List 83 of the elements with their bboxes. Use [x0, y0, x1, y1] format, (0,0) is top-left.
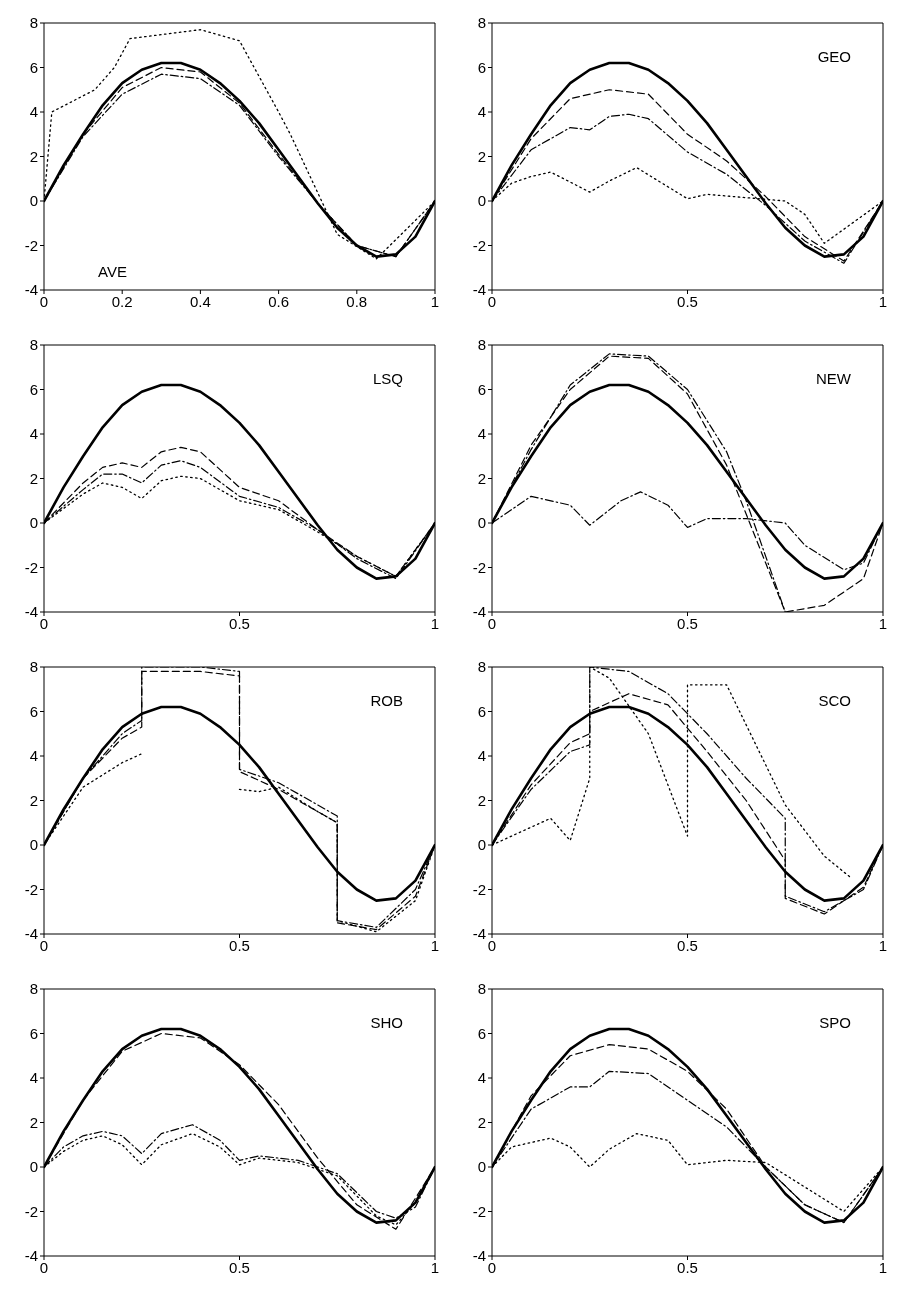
y-tick-label: -4 — [472, 1247, 486, 1265]
y-tick-label: 2 — [477, 1113, 486, 1131]
y-tick-label: -2 — [24, 558, 38, 576]
y-tick-label: 4 — [29, 425, 38, 443]
y-tick-label: 4 — [29, 1069, 38, 1087]
y-tick-label: 2 — [477, 791, 486, 809]
annotation: ROB — [370, 692, 403, 709]
annotation: SPO — [819, 1014, 851, 1031]
y-tick-label: 8 — [29, 14, 38, 32]
y-tick-label: 4 — [477, 747, 486, 765]
y-tick-label: 2 — [29, 147, 38, 165]
x-tick-label: 0.5 — [677, 614, 698, 632]
y-tick-label: 8 — [29, 336, 38, 354]
y-tick-label: 6 — [477, 1024, 486, 1042]
y-tick-label: -4 — [24, 925, 38, 943]
annotation: LSQ — [372, 370, 403, 387]
y-tick-label: -4 — [24, 1247, 38, 1265]
y-tick-label: -2 — [472, 880, 486, 898]
x-tick-label: 0.5 — [677, 292, 698, 310]
y-tick-label: 8 — [477, 658, 486, 676]
y-tick-label: 2 — [29, 469, 38, 487]
x-tick-label: 1 — [878, 292, 888, 310]
y-tick-label: 6 — [477, 380, 486, 398]
annotation: SCO — [818, 692, 851, 709]
y-tick-label: 0 — [29, 192, 38, 210]
x-tick-label: 1 — [430, 1258, 440, 1276]
y-tick-label: 4 — [29, 103, 38, 121]
x-tick-label: 0.5 — [229, 936, 250, 954]
y-tick-label: 2 — [29, 1113, 38, 1131]
y-tick-label: 2 — [477, 147, 486, 165]
x-tick-label: 1 — [430, 292, 440, 310]
annotation: GEO — [817, 48, 851, 65]
x-tick-label: 0.6 — [268, 292, 290, 310]
y-tick-label: -4 — [472, 603, 486, 621]
x-tick-label: 1 — [430, 936, 440, 954]
y-tick-label: 0 — [29, 514, 38, 532]
y-tick-label: 6 — [29, 58, 38, 76]
y-tick-label: 4 — [477, 1069, 486, 1087]
y-tick-label: 8 — [29, 658, 38, 676]
x-tick-label: 0.5 — [229, 614, 250, 632]
y-tick-label: -2 — [24, 1202, 38, 1220]
y-tick-label: 0 — [477, 514, 486, 532]
y-tick-label: -2 — [24, 236, 38, 254]
annotation: AVE — [98, 263, 127, 280]
y-tick-label: 4 — [29, 747, 38, 765]
y-tick-label: -4 — [24, 603, 38, 621]
y-tick-label: 6 — [477, 702, 486, 720]
x-tick-label: 1 — [878, 614, 888, 632]
y-tick-label: 6 — [29, 380, 38, 398]
y-tick-label: 6 — [477, 58, 486, 76]
y-tick-label: -4 — [24, 281, 38, 299]
y-tick-label: 8 — [477, 336, 486, 354]
x-tick-label: 0.2 — [111, 292, 133, 310]
y-tick-label: 8 — [477, 980, 486, 998]
y-tick-label: 8 — [477, 14, 486, 32]
y-tick-label: -4 — [472, 281, 486, 299]
annotation: NEW — [816, 370, 851, 387]
y-tick-label: 2 — [29, 791, 38, 809]
y-tick-label: 0 — [29, 1158, 38, 1176]
x-tick-label: 0.5 — [229, 1258, 250, 1276]
y-tick-label: 4 — [477, 103, 486, 121]
y-tick-label: 0 — [477, 192, 486, 210]
y-tick-label: -4 — [472, 925, 486, 943]
y-tick-label: -2 — [472, 1202, 486, 1220]
y-tick-label: 6 — [29, 702, 38, 720]
y-tick-label: 2 — [477, 469, 486, 487]
y-tick-label: 8 — [29, 980, 38, 998]
y-tick-label: 0 — [29, 836, 38, 854]
y-tick-label: 4 — [477, 425, 486, 443]
y-tick-label: 6 — [29, 1024, 38, 1042]
x-tick-label: 0.5 — [677, 1258, 698, 1276]
x-tick-label: 1 — [430, 614, 440, 632]
y-tick-label: -2 — [472, 558, 486, 576]
x-tick-label: 1 — [878, 936, 888, 954]
y-tick-label: -2 — [24, 880, 38, 898]
x-tick-label: 1 — [878, 1258, 888, 1276]
y-tick-label: 0 — [477, 1158, 486, 1176]
annotation: SHO — [370, 1014, 403, 1031]
x-tick-label: 0.5 — [677, 936, 698, 954]
y-tick-label: -2 — [472, 236, 486, 254]
x-tick-label: 0.4 — [189, 292, 211, 310]
x-tick-label: 0.8 — [346, 292, 368, 310]
y-tick-label: 0 — [477, 836, 486, 854]
